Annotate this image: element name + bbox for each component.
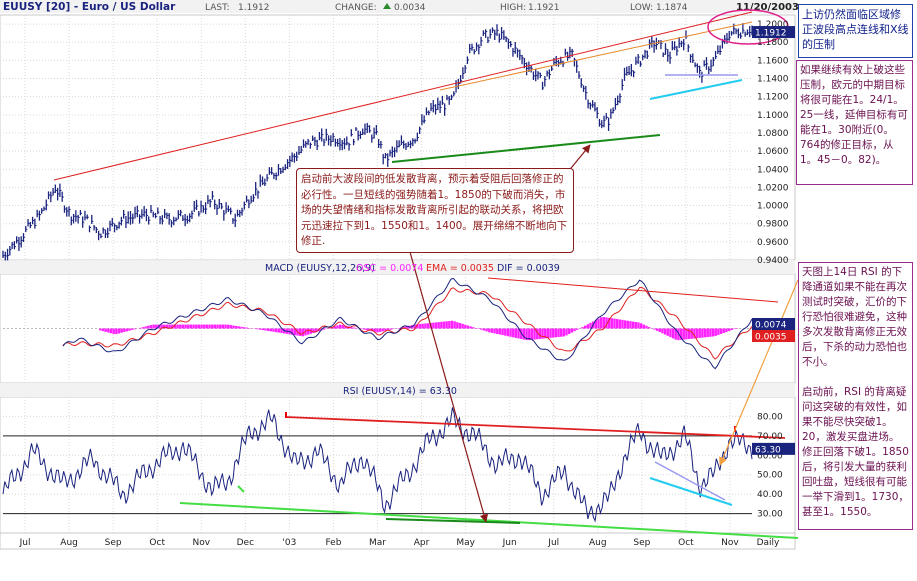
note-rsi-analysis: 天图上14日 RSI 的下降通道如果不能在再次测试时突破，汇价的下行恐怕很难避免… (798, 262, 913, 530)
last-label: LAST: (205, 3, 230, 13)
x-tick-label: Nov (721, 538, 739, 548)
x-tick-label: Oct (149, 538, 165, 548)
x-tick-label: Jul (547, 538, 559, 548)
note-targets: 如果继续有效上破这些压制，欧元的中期目标将很可能在1。24/1。25一线，延伸目… (796, 60, 913, 185)
x-tick-label: '03 (282, 538, 296, 548)
note-resistance: 上访仍然面临区域修正波段高点连线和X线的压制 (798, 4, 913, 58)
x-tick-label: Jun (502, 538, 517, 548)
x-tick-label: May (456, 538, 475, 548)
price-bars (2, 23, 754, 261)
x-tick-label: Mar (369, 538, 386, 548)
price-tick-label: 1.1400 (757, 75, 789, 85)
arrow-to-rsi-cyan (719, 279, 799, 466)
support-cyan-line (649, 79, 743, 100)
x-tick-label: Dec (237, 538, 254, 548)
up-arrow-icon (383, 3, 391, 9)
macd-trendline-red (487, 277, 779, 303)
rsi-line (2, 407, 753, 523)
macd-value-box-1 (752, 330, 795, 342)
x-tick-label: Jul (19, 538, 31, 548)
low-label: LOW: (630, 3, 653, 13)
price-tick-label: 1.0600 (757, 147, 789, 157)
macd-legend-1: EMA = 0.0035 (426, 263, 494, 274)
rsi-tick-label: 30.00 (757, 510, 783, 520)
rsi-value-label: 63.30 (755, 445, 781, 455)
rsi-tick-label: 40.00 (757, 490, 783, 500)
low-value: 1.1874 (656, 3, 688, 13)
trendline-red-upper (53, 11, 753, 181)
macd-title: MACD (EUUSY,12,26,9) (265, 263, 375, 274)
chart-header: EUUSY [20] - Euro / US Dollar LAST: 1.19… (0, 0, 799, 13)
rsi-low-mark (237, 485, 245, 493)
macd-legend-0: OSC = 0.0074 (356, 263, 423, 274)
macd-value-label-0: 0.0074 (755, 321, 787, 331)
price-tick-label: 1.1800 (757, 38, 789, 48)
macd-line (62, 277, 753, 370)
x-tick-label: Aug (589, 538, 607, 548)
change-value: 0.0034 (394, 3, 426, 13)
x-tick-label: Daily (757, 538, 780, 548)
macd-legend-2: DIF = 0.0039 (497, 263, 560, 274)
high-value: 1.1921 (528, 3, 560, 13)
macd-value-box-0 (752, 318, 795, 330)
rsi-support-dark-green (385, 518, 521, 524)
rsi-title: RSI (EUUSY,14) = 63.30 (343, 386, 457, 397)
support-green-line (391, 134, 661, 163)
rsi-value-box (752, 442, 795, 455)
price-tick-label: 1.1200 (757, 93, 789, 103)
price-tick-label: 1.0400 (757, 165, 789, 175)
macd-signal-line (62, 286, 753, 360)
macd-value-label-1: 0.0035 (755, 333, 787, 343)
price-tick-label: 1.0000 (757, 202, 789, 212)
x-axis-bar (0, 532, 796, 550)
price-tick-label: 1.0800 (757, 129, 789, 139)
x-tick-label: Sep (633, 538, 650, 548)
x-tick-label: Oct (678, 538, 694, 548)
rsi-cyan-line (649, 477, 733, 506)
trendline-orange (439, 21, 753, 91)
x-tick-label: Nov (192, 538, 210, 548)
rsi-tick-label: 70.00 (757, 432, 783, 442)
date-label: 11/20/2003 (736, 2, 799, 13)
x-tick-label: Aug (60, 538, 78, 548)
arrow-to-rsi-low (409, 251, 488, 523)
rsi-support-green (179, 502, 799, 539)
last-value: 1.1912 (238, 3, 270, 13)
price-tick-label: 1.1000 (757, 111, 789, 121)
rsi-panel (0, 396, 796, 534)
symbol-title: EUUSY [20] - Euro / US Dollar (3, 1, 176, 13)
price-tick-label: 1.2000 (757, 20, 789, 30)
price-tick-label: 1.0200 (757, 183, 789, 193)
price-tick-label: 0.9800 (757, 220, 789, 230)
rsi-tick-label: 80.00 (757, 412, 783, 422)
price-tick-label: 0.9600 (757, 238, 789, 248)
rsi-lavender-line (654, 461, 726, 501)
price-tick-label: 1.1600 (757, 56, 789, 66)
macd-title-bar (0, 260, 795, 274)
high-label: HIGH: (500, 3, 526, 13)
rsi-title-bar (0, 383, 795, 397)
price-tick-label: 0.9400 (757, 256, 789, 266)
x-tick-label: Apr (414, 538, 430, 548)
rsi-tick-label: 50.00 (757, 471, 783, 481)
rsi-trendline-red (285, 416, 786, 439)
change-label: CHANGE: (335, 3, 377, 13)
note-divergence: 启动前大波段间的低发散背离，预示着受阻后回落修正的必行性。一旦短线的强势随着1。… (296, 168, 574, 253)
last-price-box (752, 26, 795, 39)
x-tick-label: Sep (105, 538, 122, 548)
x-tick-label: Feb (325, 538, 341, 548)
last-price-label: 1.1912 (755, 29, 787, 39)
rsi-tick-label: 60.00 (757, 451, 783, 461)
